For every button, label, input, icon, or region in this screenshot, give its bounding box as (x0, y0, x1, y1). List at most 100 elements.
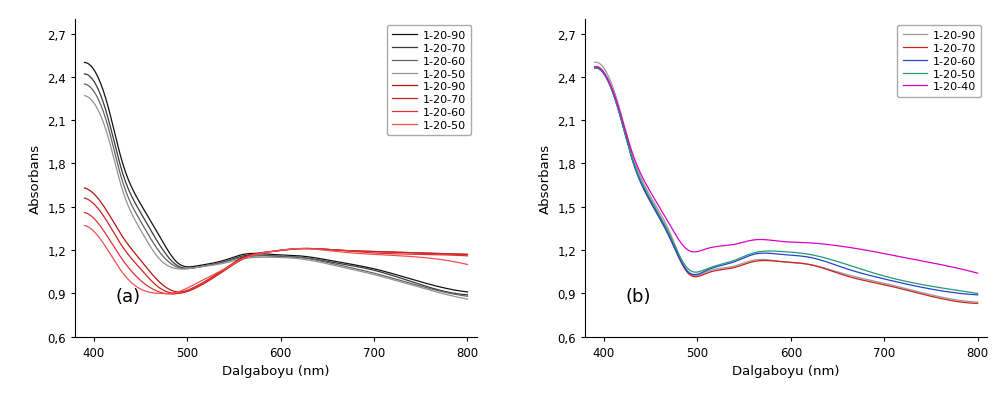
1-20-50 (287, 247, 299, 252)
1-20-70 (287, 247, 299, 252)
1-20-90 (588, 61, 600, 66)
1-20-60 (308, 247, 320, 251)
1-20-60 (963, 292, 975, 297)
Line: 1-20-60: 1-20-60 (84, 85, 468, 296)
1-20-60 (590, 67, 602, 71)
1-20-70 (818, 266, 830, 271)
1-20-60 (307, 257, 319, 262)
Text: (a): (a) (115, 287, 140, 305)
1-20-90 (904, 288, 916, 292)
1-20-90 (307, 255, 319, 260)
1-20-70 (286, 255, 298, 259)
1-20-70 (462, 252, 474, 257)
1-20-90 (774, 259, 786, 264)
1-20-40 (818, 242, 830, 247)
1-20-90 (287, 247, 299, 252)
1-20-40 (797, 241, 809, 245)
1-20-40 (588, 65, 600, 70)
Line: 1-20-60: 1-20-60 (594, 69, 978, 295)
1-20-60 (78, 211, 90, 215)
X-axis label: Dalgaboyu (nm): Dalgaboyu (nm) (732, 365, 840, 377)
Y-axis label: Absorbans: Absorbans (29, 144, 42, 213)
Line: 1-20-90: 1-20-90 (594, 63, 978, 302)
1-20-70 (261, 253, 273, 258)
1-20-60 (452, 293, 464, 298)
1-20-60 (772, 252, 784, 257)
Line: 1-20-90: 1-20-90 (84, 188, 468, 292)
Line: 1-20-90: 1-20-90 (84, 63, 468, 292)
1-20-90 (308, 247, 320, 251)
1-20-90 (173, 290, 185, 295)
1-20-90 (972, 300, 984, 305)
1-20-60 (263, 254, 275, 259)
Line: 1-20-70: 1-20-70 (84, 75, 468, 295)
1-20-70 (307, 257, 319, 261)
1-20-70 (393, 250, 405, 255)
1-20-60 (393, 278, 405, 283)
1-20-60 (261, 254, 273, 259)
Line: 1-20-50: 1-20-50 (594, 69, 978, 294)
1-20-90 (261, 252, 273, 257)
1-20-60 (165, 292, 177, 297)
Legend: 1-20-90, 1-20-70, 1-20-60, 1-20-50, 1-20-90, 1-20-70, 1-20-60, 1-20-50: 1-20-90, 1-20-70, 1-20-60, 1-20-50, 1-20… (387, 26, 471, 136)
1-20-90 (262, 250, 274, 255)
1-20-90 (78, 61, 90, 66)
1-20-50 (590, 67, 602, 71)
1-20-50 (462, 297, 474, 302)
Y-axis label: Absorbans: Absorbans (539, 144, 552, 213)
1-20-90 (818, 265, 830, 270)
1-20-70 (963, 301, 975, 306)
1-20-50 (963, 290, 975, 295)
1-20-70 (904, 289, 916, 294)
1-20-50 (286, 256, 298, 261)
1-20-50 (774, 249, 786, 254)
1-20-60 (264, 250, 276, 255)
Text: (b): (b) (625, 287, 651, 305)
1-20-90 (286, 253, 298, 258)
1-20-60 (904, 283, 916, 288)
1-20-50 (263, 255, 275, 260)
1-20-50 (308, 247, 320, 252)
1-20-90 (263, 252, 275, 257)
1-20-70 (393, 275, 405, 280)
1-20-50 (772, 249, 784, 254)
1-20-70 (797, 261, 809, 266)
1-20-40 (590, 65, 602, 70)
1-20-50 (972, 291, 984, 296)
1-20-90 (462, 252, 474, 257)
1-20-60 (393, 252, 405, 257)
1-20-50 (78, 223, 90, 228)
1-20-60 (287, 247, 299, 252)
1-20-50 (588, 67, 600, 71)
1-20-70 (262, 250, 274, 255)
1-20-40 (963, 269, 975, 274)
1-20-50 (904, 280, 916, 285)
1-20-70 (774, 259, 786, 264)
1-20-50 (818, 255, 830, 260)
Line: 1-20-40: 1-20-40 (594, 67, 978, 273)
1-20-90 (462, 290, 474, 295)
1-20-90 (797, 261, 809, 266)
1-20-50 (261, 255, 273, 260)
1-20-90 (78, 186, 90, 191)
1-20-50 (78, 94, 90, 99)
Line: 1-20-70: 1-20-70 (594, 67, 978, 304)
1-20-50 (797, 251, 809, 256)
1-20-70 (78, 72, 90, 77)
1-20-70 (588, 65, 600, 70)
1-20-40 (772, 239, 784, 244)
1-20-70 (452, 292, 464, 297)
1-20-90 (772, 259, 784, 264)
1-20-60 (818, 259, 830, 263)
1-20-70 (170, 291, 182, 296)
1-20-40 (904, 257, 916, 261)
Line: 1-20-50: 1-20-50 (84, 226, 468, 294)
1-20-90 (393, 250, 405, 255)
1-20-70 (462, 293, 474, 298)
1-20-50 (307, 259, 319, 263)
1-20-60 (462, 254, 474, 259)
1-20-50 (262, 250, 274, 255)
1-20-90 (963, 299, 975, 304)
1-20-50 (452, 295, 464, 300)
1-20-50 (159, 292, 171, 296)
